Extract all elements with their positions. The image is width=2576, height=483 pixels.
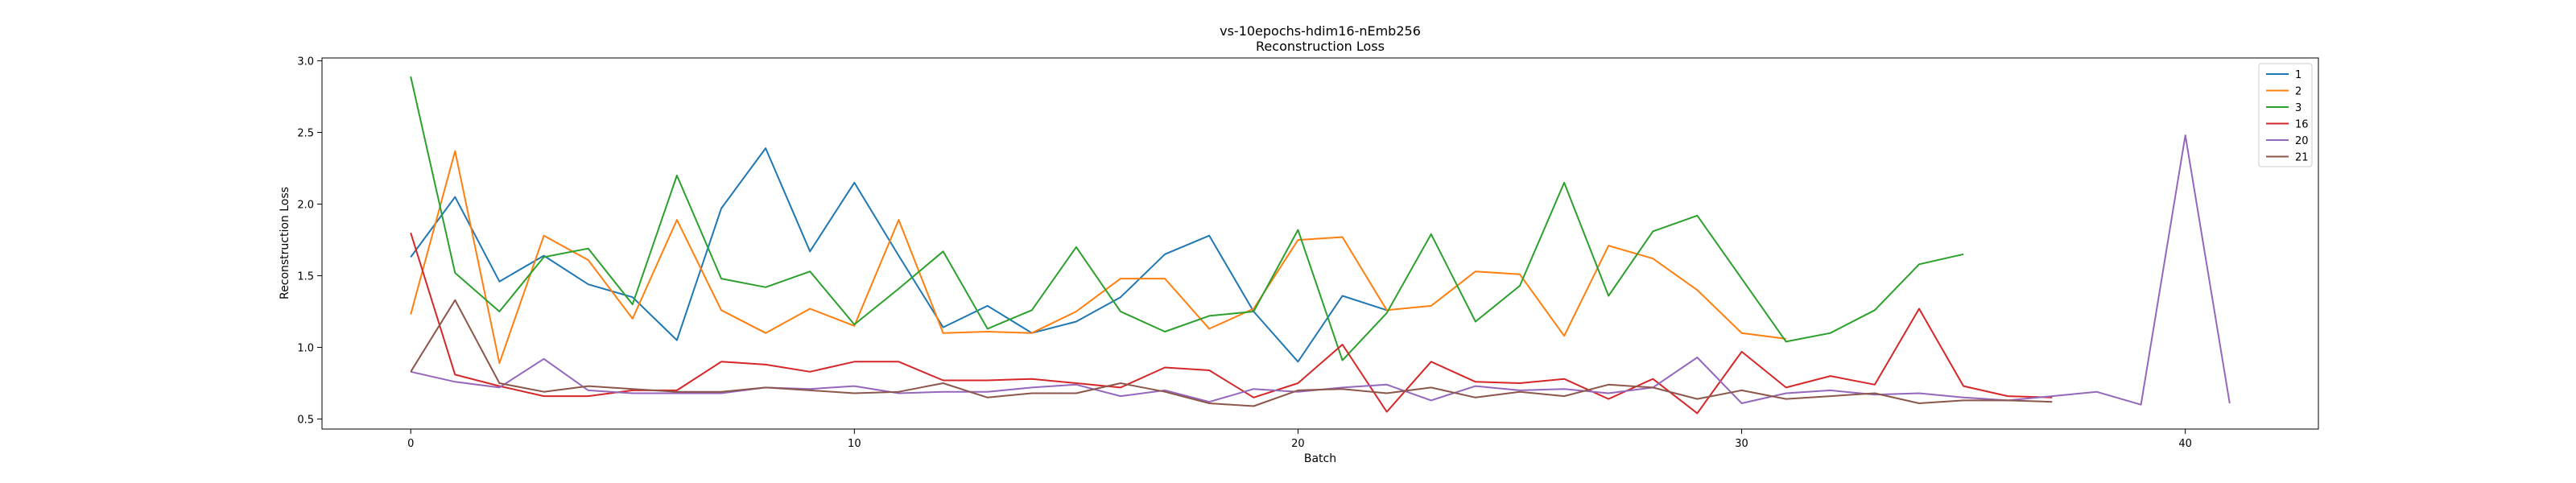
legend: 1 2 3 16 20 21 (2258, 63, 2313, 167)
legend-label-20: 20 (2295, 135, 2309, 147)
plot-frame (321, 57, 2319, 430)
x-axis-ticks: 0 10 20 30 40 (407, 429, 2192, 450)
series-line-1 (410, 147, 1388, 363)
series-line-2 (410, 150, 1786, 365)
y-tick-label: 1.5 (297, 271, 314, 283)
legend-label-1: 1 (2295, 69, 2301, 81)
legend-label-16: 16 (2295, 119, 2309, 131)
y-tick-label: 1.0 (297, 343, 314, 355)
y-axis-label: Reconstruction Loss (279, 187, 291, 299)
x-tick-label: 20 (1291, 438, 1305, 450)
y-tick-label: 3.0 (297, 56, 314, 68)
chart-title: vs-10epochs-hdim16-nEmb256 (1220, 23, 1421, 39)
x-tick-label: 40 (2178, 438, 2192, 450)
x-tick-label: 10 (848, 438, 861, 450)
legend-label-2: 2 (2295, 86, 2301, 98)
x-tick-label: 30 (1735, 438, 1748, 450)
y-axis-ticks: 0.5 1.0 1.5 2.0 2.5 3.0 (297, 56, 322, 427)
series-line-3 (410, 76, 1964, 361)
x-axis-label: Batch (1304, 452, 1336, 465)
series-line-21 (410, 299, 2053, 407)
legend-label-21: 21 (2295, 152, 2309, 164)
y-tick-label: 2.0 (297, 200, 314, 212)
plot-lines (410, 76, 2231, 415)
legend-label-3: 3 (2295, 102, 2301, 114)
chart-subtitle: Reconstruction Loss (1256, 39, 1385, 54)
x-tick-label: 0 (407, 438, 414, 450)
y-tick-label: 0.5 (297, 415, 314, 427)
series-line-16 (410, 232, 2053, 415)
y-tick-label: 2.5 (297, 128, 314, 140)
